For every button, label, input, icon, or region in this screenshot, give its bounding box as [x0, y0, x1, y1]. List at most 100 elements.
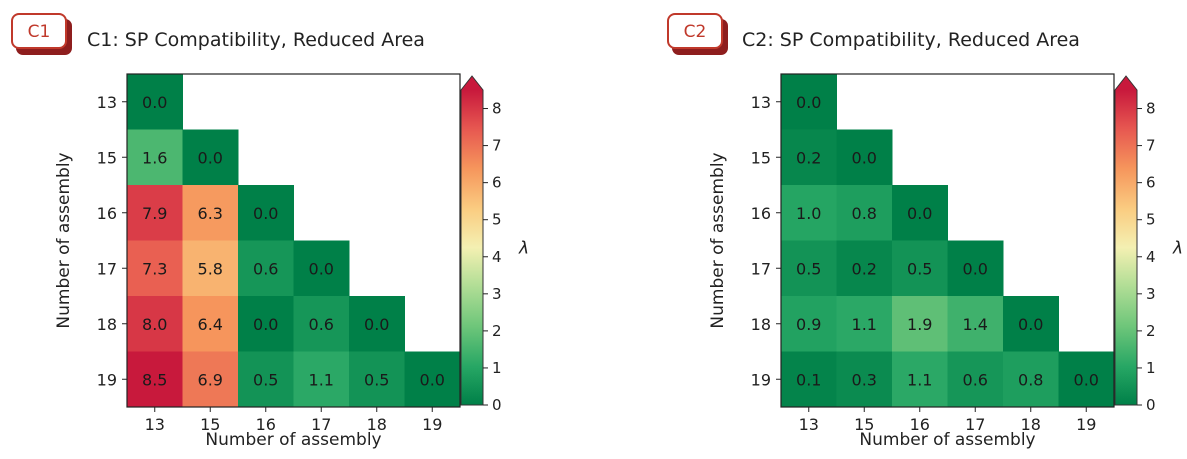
colorbar: [1115, 90, 1137, 405]
cell-value-label: 6.4: [198, 315, 223, 334]
y-tick-label: 19: [751, 370, 771, 389]
y-tick-label: 18: [751, 315, 771, 334]
heatmap-cell: [182, 296, 239, 352]
x-tick-label: 13: [145, 415, 165, 434]
heatmap-cell: [781, 129, 837, 186]
x-tick-label: 17: [311, 415, 331, 434]
cell-value-label: 0.1: [796, 370, 821, 389]
panel-badge: [667, 13, 723, 49]
y-tick-label: 16: [97, 204, 117, 223]
x-tick-label: 15: [200, 415, 220, 434]
heatmap-cell: [349, 296, 405, 352]
x-tick-label: 15: [854, 415, 874, 434]
heatmap-cell: [182, 185, 239, 241]
cell-value-label: 0.2: [796, 148, 821, 167]
cell-value-label: 0.0: [796, 93, 821, 112]
panel-badge-label: C1: [28, 22, 51, 42]
panel-badge: [11, 13, 67, 49]
heatmap-cell: [892, 296, 948, 352]
heatmap-cell: [947, 296, 1004, 352]
cell-value-label: 0.0: [253, 204, 278, 223]
x-tick-label: 17: [965, 415, 985, 434]
x-axis-label: Number of assembly: [859, 430, 1035, 450]
heatmap-cell: [238, 185, 294, 241]
x-tick-label: 19: [1076, 415, 1096, 434]
panel-badge-label: C2: [684, 22, 707, 42]
heatmap-cell: [781, 185, 837, 241]
colorbar-tick-label: 3: [492, 285, 502, 303]
heatmap-cell: [293, 240, 350, 297]
colorbar-tick-label: 0: [1146, 396, 1156, 414]
heatmap-cell: [892, 240, 948, 297]
heatmap-cell: [182, 240, 239, 297]
cell-value-label: 0.3: [852, 370, 877, 389]
y-tick-label: 17: [751, 259, 771, 278]
colorbar-tick-label: 3: [1146, 285, 1156, 303]
colorbar-tick-label: 2: [1146, 322, 1156, 340]
cell-value-label: 1.1: [309, 370, 334, 389]
heatmap-cell: [127, 351, 183, 408]
cell-value-label: 6.3: [198, 204, 223, 223]
colorbar-tick-label: 5: [1146, 211, 1156, 229]
heatmap-cell: [892, 351, 948, 408]
heatmap-cell: [127, 185, 183, 241]
heatmap-cell: [836, 351, 893, 408]
heatmap-cell: [127, 74, 183, 130]
cell-value-label: 0.0: [364, 315, 389, 334]
heatmap-cell: [238, 240, 294, 297]
cell-value-label: 0.0: [852, 148, 877, 167]
colorbar-extend-arrow: [1115, 76, 1137, 90]
heatmap-cell: [947, 351, 1004, 408]
colorbar-extend-arrow: [461, 76, 483, 90]
cell-value-label: 0.0: [253, 315, 278, 334]
x-axis-label: Number of assembly: [205, 430, 381, 450]
heatmap-cell: [781, 240, 837, 297]
cell-value-label: 0.0: [1074, 370, 1099, 389]
colorbar-tick-label: 6: [492, 174, 502, 192]
heatmap-cell: [836, 296, 893, 352]
cell-value-label: 0.2: [852, 259, 877, 278]
y-tick-label: 15: [97, 148, 117, 167]
plot-frame: [780, 73, 1115, 408]
heatmap-cell: [781, 351, 837, 408]
colorbar: [461, 90, 483, 405]
heatmap-cell: [404, 351, 461, 408]
heatmap-cell: [781, 74, 837, 130]
cell-value-label: 0.0: [1018, 315, 1043, 334]
colorbar-tick-label: 4: [492, 248, 502, 266]
cell-value-label: 0.6: [253, 259, 278, 278]
chart-title: C2: SP Compatibility, Reduced Area: [742, 29, 1080, 51]
colorbar-tick-label: 8: [1146, 100, 1156, 118]
x-tick-label: 18: [367, 415, 387, 434]
cell-value-label: 0.5: [907, 259, 932, 278]
colorbar-tick-label: 6: [1146, 174, 1156, 192]
colorbar-label: λ: [1172, 239, 1183, 259]
cell-value-label: 0.0: [309, 259, 334, 278]
heatmap-cell: [836, 129, 893, 186]
cell-value-label: 0.5: [796, 259, 821, 278]
cell-value-label: 7.9: [142, 204, 167, 223]
y-axis-label: Number of assembly: [708, 152, 728, 328]
heatmap-cell: [238, 351, 294, 408]
x-tick-label: 13: [799, 415, 819, 434]
plot-frame: [126, 73, 461, 408]
heatmap-cell: [1003, 296, 1059, 352]
cell-value-label: 0.8: [852, 204, 877, 223]
heatmap-cell: [1058, 351, 1115, 408]
heatmap-cell: [127, 240, 183, 297]
y-tick-label: 15: [751, 148, 771, 167]
cell-value-label: 0.8: [1018, 370, 1043, 389]
heatmap-cell: [836, 240, 893, 297]
cell-value-label: 1.9: [907, 315, 932, 334]
cell-value-label: 6.9: [198, 370, 223, 389]
colorbar-tick-label: 7: [1146, 137, 1156, 155]
colorbar-outline: [460, 75, 484, 406]
cell-value-label: 0.0: [420, 370, 445, 389]
cell-value-label: 0.6: [963, 370, 988, 389]
heatmap-cell: [836, 185, 893, 241]
cell-value-label: 8.5: [142, 370, 167, 389]
y-tick-label: 19: [97, 370, 117, 389]
heatmap-cell: [892, 185, 948, 241]
cell-value-label: 1.6: [142, 148, 167, 167]
cell-value-label: 5.8: [198, 259, 223, 278]
